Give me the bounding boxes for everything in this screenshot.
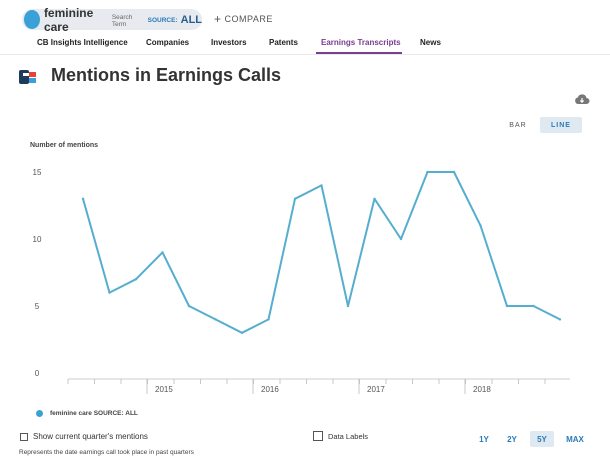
legend-label: feminine care SOURCE: ALL (50, 410, 138, 417)
tab-patents[interactable]: Patents (269, 38, 298, 47)
source-value: ALL (180, 13, 203, 26)
nav-tabs: CB Insights Intelligence Companies Inves… (0, 37, 610, 55)
line-view-toggle[interactable]: LINE (540, 117, 582, 133)
y-axis-label: Number of mentions (30, 142, 98, 149)
show-current-quarter-checkbox[interactable] (20, 432, 28, 441)
data-point (399, 237, 403, 241)
data-point (373, 197, 376, 200)
data-point (426, 170, 429, 174)
cloud-download-icon[interactable] (574, 93, 590, 105)
search-term-chip[interactable]: feminine care Search Term SOURCE: ALL (22, 6, 203, 34)
cb-insights-logo-icon (19, 70, 36, 84)
show-current-quarter-option[interactable]: Show current quarter's mentions (20, 432, 148, 441)
search-term-color-icon (24, 10, 40, 29)
range-2y-button[interactable]: 2Y (507, 434, 517, 444)
source-key-label: SOURCE: (147, 17, 178, 24)
data-point (134, 278, 138, 281)
data-labels-option[interactable]: Data Labels (313, 431, 368, 441)
show-current-quarter-label: Show current quarter's mentions (33, 432, 148, 441)
data-point (452, 170, 456, 174)
range-1y-button[interactable]: 1Y (479, 434, 489, 444)
y-tick-label: 10 (33, 235, 42, 244)
x-tick-label: 2015 (155, 385, 173, 394)
range-max-button[interactable]: MAX (566, 434, 584, 444)
bar-view-toggle[interactable]: BAR (509, 121, 527, 129)
data-point (240, 331, 244, 334)
series-dot-icon (36, 410, 43, 417)
active-tab-underline (316, 52, 402, 54)
data-point (558, 318, 562, 321)
compare-label: COMPARE (224, 14, 273, 24)
data-point (293, 197, 297, 200)
data-point (320, 184, 323, 187)
footnote: Represents the date earnings call took p… (19, 449, 194, 456)
series-line (82, 171, 561, 334)
tab-earnings-transcripts[interactable]: Earnings Transcripts (321, 38, 401, 47)
tab-investors[interactable]: Investors (211, 38, 247, 47)
data-point (532, 304, 535, 308)
tab-companies[interactable]: Companies (146, 38, 190, 47)
search-term-sublabel: Search Term (111, 13, 133, 28)
compare-button[interactable]: + COMPARE (214, 11, 273, 26)
data-point (108, 291, 111, 294)
x-tick-label: 2018 (473, 385, 491, 394)
x-tick-label: 2016 (261, 385, 279, 394)
data-point (346, 304, 350, 308)
page-title: Mentions in Earnings Calls (51, 65, 282, 85)
plus-icon: + (214, 11, 222, 26)
search-term-text: feminine care (43, 5, 94, 34)
range-5y-button[interactable]: 5Y (530, 431, 554, 447)
data-point (81, 197, 85, 200)
mentions-line-chart: Number of mentions 0 5 10 15 2015 2016 2017 201… (30, 142, 570, 394)
data-point (505, 304, 509, 308)
y-tick-label: 15 (33, 168, 42, 177)
data-point (214, 318, 217, 321)
y-tick-label: 0 (35, 369, 40, 378)
data-point (479, 224, 482, 227)
y-tick-label: 5 (35, 302, 40, 311)
data-point (267, 318, 270, 321)
tab-cb-insights-intelligence[interactable]: CB Insights Intelligence (37, 38, 128, 47)
chart-legend[interactable]: feminine care SOURCE: ALL (36, 410, 138, 417)
data-point (187, 304, 191, 308)
data-labels-checkbox[interactable] (313, 431, 323, 441)
data-point (161, 251, 164, 254)
x-tick-label: 2017 (367, 385, 385, 394)
data-labels-label: Data Labels (328, 431, 369, 441)
tab-news[interactable]: News (420, 38, 441, 47)
